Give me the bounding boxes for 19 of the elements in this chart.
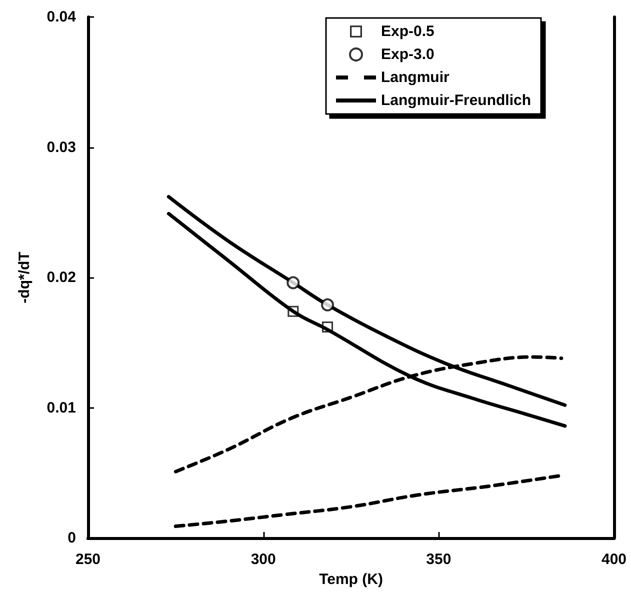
x-tick-label: 350: [426, 551, 452, 568]
y-tick-label: 0.01: [46, 399, 76, 416]
x-tick-label: 300: [250, 551, 276, 568]
y-axis-title: -dq*/dT: [16, 252, 33, 304]
x-tick-label: 250: [75, 551, 101, 568]
x-axis-title: Temp (K): [319, 570, 383, 588]
legend-label: Exp-3.0: [381, 46, 434, 63]
y-tick-label: 0: [68, 530, 76, 546]
y-tick-label: 0.02: [46, 269, 76, 286]
point: [288, 306, 299, 317]
legend-label: Langmuir-Freundlich: [381, 92, 531, 109]
point: [322, 321, 334, 332]
point: [321, 298, 334, 312]
legend-label: Exp-0.5: [381, 23, 434, 40]
legend-label: Langmuir: [381, 69, 450, 86]
x-tick-label: 400: [601, 551, 627, 568]
y-tick-label: 0.03: [46, 138, 76, 156]
y-tick-label: 0.04: [46, 8, 77, 26]
point: [286, 276, 300, 290]
